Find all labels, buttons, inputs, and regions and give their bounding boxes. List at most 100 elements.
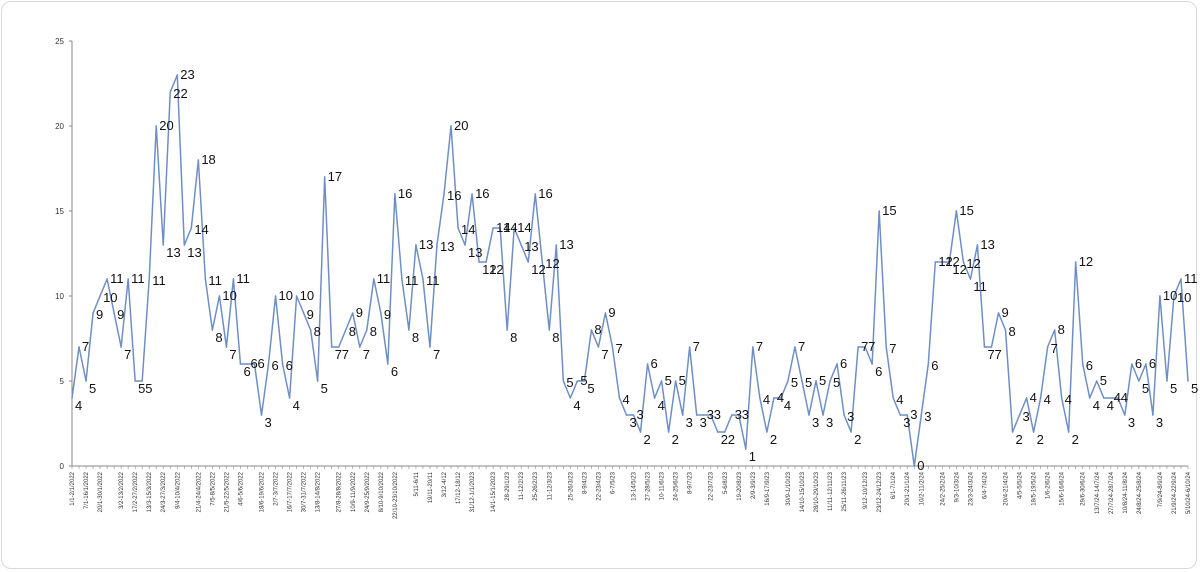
data-label: 3 xyxy=(637,407,644,422)
data-label: 23 xyxy=(180,67,194,82)
data-label: 3 xyxy=(826,415,833,430)
data-point xyxy=(969,278,972,280)
data-label: 2 xyxy=(1016,432,1023,447)
data-point xyxy=(688,346,691,348)
data-label: 11 xyxy=(152,273,166,288)
data-point xyxy=(218,295,221,297)
data-label: 9 xyxy=(1001,305,1008,320)
data-label: 2 xyxy=(854,432,861,447)
data-point xyxy=(99,295,101,297)
x-tick-label: 16/9-17/9/23 xyxy=(765,471,771,505)
x-tick-label: 13/7/24-14/7/24 xyxy=(1095,471,1101,514)
data-label: 9 xyxy=(96,307,103,322)
data-label: 0 xyxy=(917,458,924,473)
x-tick-label: 28-29/1/23 xyxy=(505,471,511,500)
data-point xyxy=(681,414,684,416)
data-point xyxy=(92,312,94,314)
data-label: 5 xyxy=(1100,373,1107,388)
data-point xyxy=(162,244,165,246)
x-tick-label: 16/7-17/7/2022 xyxy=(288,471,294,512)
data-label: 1 xyxy=(749,449,756,464)
data-label: 20 xyxy=(159,118,173,133)
data-point xyxy=(401,278,403,280)
data-point xyxy=(197,159,200,161)
data-label: 12 xyxy=(1079,254,1093,269)
data-point xyxy=(113,312,115,314)
x-tick-label: 23/3-24/3/24 xyxy=(968,471,974,505)
data-label: 8 xyxy=(314,324,321,339)
series-line xyxy=(71,74,1189,467)
data-label: 3 xyxy=(265,415,272,430)
data-label: 3 xyxy=(742,407,749,422)
data-point xyxy=(892,397,895,399)
x-tick-label: 22-23/4/23 xyxy=(596,471,602,500)
data-point xyxy=(773,397,775,399)
x-tick-label: 23/12-24/12/23 xyxy=(877,471,883,512)
data-point xyxy=(702,414,705,416)
data-point xyxy=(380,312,382,314)
data-label: 5 xyxy=(833,375,840,390)
data-label: 5 xyxy=(819,373,826,388)
data-label: 7 xyxy=(861,339,868,354)
data-label: 4 xyxy=(763,392,770,407)
data-label: 14 xyxy=(194,222,208,237)
data-point xyxy=(548,329,551,331)
data-point xyxy=(344,329,347,331)
data-label: 11 xyxy=(426,273,440,288)
data-point xyxy=(583,380,586,382)
x-tick-label: 10/2-11/2/24 xyxy=(919,471,925,505)
data-point xyxy=(1011,431,1014,433)
data-point xyxy=(1131,363,1133,365)
data-point xyxy=(934,261,937,263)
x-tick-label: 3/12-4/12 xyxy=(442,471,448,497)
data-label: 6 xyxy=(250,356,257,371)
data-point xyxy=(906,414,909,416)
data-label: 10 xyxy=(222,288,236,303)
data-label: 12 xyxy=(952,262,966,277)
data-point xyxy=(878,210,880,212)
data-point xyxy=(948,261,951,263)
data-point xyxy=(962,261,965,263)
data-label: 8 xyxy=(552,330,559,345)
data-point xyxy=(288,397,291,399)
data-label: 4 xyxy=(622,392,629,407)
data-label: 12 xyxy=(531,262,545,277)
x-tick-label: 22-23/7/23 xyxy=(709,471,715,500)
data-label: 7 xyxy=(82,339,89,354)
data-point xyxy=(534,193,537,195)
data-label: 2 xyxy=(644,432,651,447)
x-tick-label: 7/1-16/1/2022 xyxy=(84,471,90,509)
data-point xyxy=(316,380,319,382)
data-point xyxy=(1018,414,1021,416)
data-label: 7 xyxy=(335,347,342,362)
x-tick-label: 7/5-8/5/2022 xyxy=(210,471,216,505)
x-tick-label: 14/1-15/1/2023 xyxy=(491,471,497,512)
data-label: 6 xyxy=(651,356,658,371)
data-label: 3 xyxy=(903,415,910,430)
x-tick-label: 31/12-1/1/2023 xyxy=(470,471,476,512)
y-tick-label: 5 xyxy=(60,377,65,386)
x-tick-label: 6/1-7/1/24 xyxy=(891,471,897,499)
data-label: 13 xyxy=(468,245,482,260)
data-label: 5 xyxy=(580,373,587,388)
x-tick-label: 27-28/5/23 xyxy=(646,471,652,500)
data-label: 6 xyxy=(243,364,250,379)
data-point xyxy=(267,363,270,365)
x-tick-label: 18/6-19/6/2022 xyxy=(260,471,266,512)
data-point xyxy=(555,244,558,246)
data-label: 15 xyxy=(882,203,896,218)
data-label: 7 xyxy=(229,347,236,362)
data-label: 6 xyxy=(286,358,293,373)
data-point xyxy=(1095,380,1098,382)
data-label: 11 xyxy=(131,271,145,286)
data-label: 3 xyxy=(1156,415,1163,430)
data-label: 5 xyxy=(145,381,152,396)
data-label: 4 xyxy=(1030,390,1037,405)
data-label: 3 xyxy=(686,415,693,430)
data-label: 14 xyxy=(496,220,510,235)
data-label: 7 xyxy=(433,347,440,362)
data-point xyxy=(71,397,73,399)
data-label: 13 xyxy=(419,237,433,252)
data-point xyxy=(309,329,312,331)
